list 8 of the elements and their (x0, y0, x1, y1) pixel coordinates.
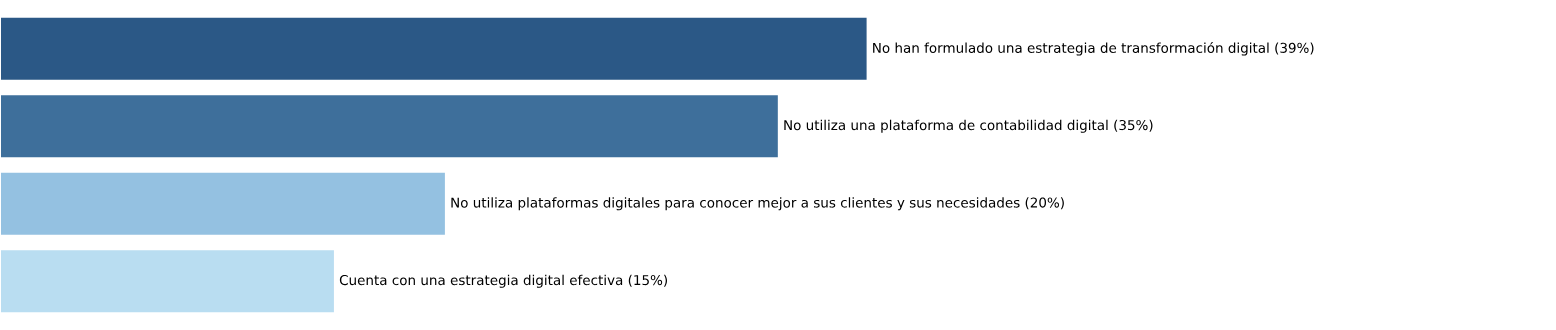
data-label: Cuenta con una estrategia digital efectiva (15%) (339, 274, 667, 288)
data-label: No utiliza plataformas digitales para conocer mejor a sus clientes y sus necesidades (20%) (451, 197, 1064, 211)
data-label: No utiliza una plataforma de contabilidad digital (35%) (784, 119, 1153, 133)
bar (1, 250, 334, 313)
bar (1, 172, 445, 235)
bar (1, 95, 778, 158)
data-label: No han formulado una estrategia de transformación digital (39%) (873, 41, 1314, 56)
bar (1, 17, 867, 80)
